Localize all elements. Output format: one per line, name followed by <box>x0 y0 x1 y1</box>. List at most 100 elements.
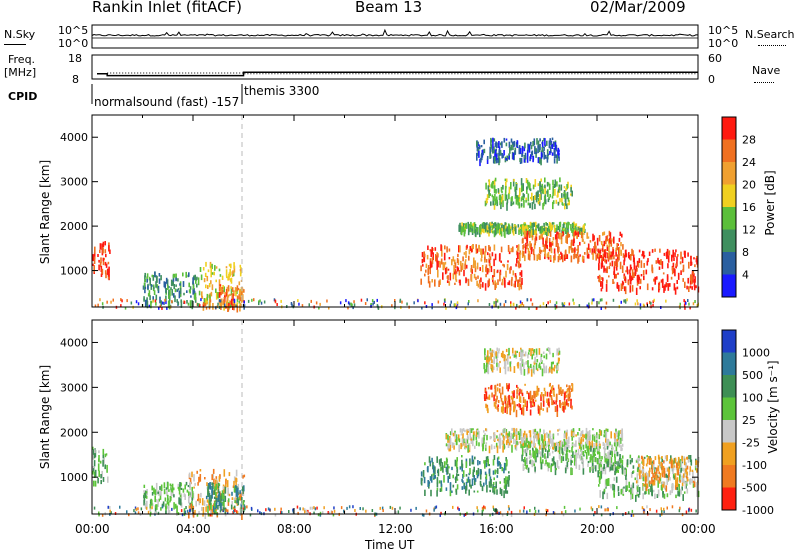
velocity-cell <box>223 469 226 477</box>
velocity-cell <box>523 440 526 446</box>
velocity-cell <box>516 440 518 445</box>
velocity-cell <box>593 513 595 517</box>
velocity-cell <box>523 362 525 370</box>
velocity-cell <box>546 391 549 397</box>
velocity-cell <box>501 513 504 517</box>
power-cell <box>444 261 447 265</box>
power-cell <box>106 268 109 275</box>
power-cell <box>539 138 541 142</box>
velocity-cell <box>223 490 226 498</box>
velocity-cell <box>636 486 639 491</box>
power-cell <box>274 299 277 303</box>
power-cell <box>174 288 177 293</box>
velocity-cell <box>472 472 474 478</box>
power-cell <box>196 283 198 288</box>
velocity-cell <box>503 490 505 499</box>
velocity-cell <box>563 446 566 452</box>
power-cell <box>120 298 122 302</box>
power-cell <box>215 291 218 300</box>
velocity-cell <box>221 490 224 496</box>
velocity-cell <box>660 461 662 467</box>
velocity-cell <box>292 508 294 512</box>
power-cell <box>533 138 536 146</box>
power-cell <box>519 300 522 304</box>
velocity-cell <box>496 435 498 439</box>
velocity-cell <box>553 402 555 405</box>
power-cell <box>225 269 228 277</box>
velocity-cell <box>525 442 527 448</box>
velocity-cell <box>607 440 610 447</box>
power-cell <box>679 302 681 306</box>
power-cell <box>540 152 543 159</box>
velocity-cell <box>520 430 523 437</box>
velocity-cell <box>161 505 164 509</box>
velocity-cell <box>151 485 153 491</box>
power-cell <box>104 270 107 275</box>
velocity-cell <box>153 487 155 494</box>
power-cell <box>124 306 127 310</box>
power-cell <box>438 280 440 287</box>
velocity-cell <box>133 509 135 513</box>
velocity-cell <box>201 506 203 511</box>
power-cell <box>526 245 528 250</box>
velocity-cell <box>587 433 590 440</box>
power-cell <box>615 250 617 257</box>
velocity-cell <box>504 355 506 358</box>
velocity-cell <box>499 367 501 373</box>
power-cell <box>509 228 512 234</box>
power-colorbar-tick-label: 16 <box>742 201 756 214</box>
power-cell <box>210 280 212 285</box>
velocity-cell <box>646 455 648 458</box>
velocity-cell <box>527 352 530 355</box>
beam-title: Beam 13 <box>355 0 423 16</box>
velocity-cell <box>422 470 425 478</box>
velocity-cell <box>604 456 606 463</box>
velocity-cell <box>543 429 545 435</box>
velocity-cell <box>566 399 568 406</box>
velocity-cell <box>656 494 659 498</box>
velocity-cell <box>551 398 553 406</box>
velocity-cell <box>545 513 547 517</box>
power-cell <box>496 269 499 273</box>
power-cell <box>147 285 149 290</box>
velocity-cell <box>598 449 600 454</box>
velocity-cell <box>601 467 603 475</box>
velocity-cell <box>552 352 554 358</box>
power-cell <box>503 229 506 237</box>
velocity-cell <box>213 478 215 484</box>
velocity-cell <box>542 408 544 411</box>
velocity-cell <box>550 361 553 370</box>
power-cell <box>688 261 690 269</box>
velocity-cell <box>221 493 224 499</box>
power-cell <box>155 294 158 301</box>
power-cells <box>92 137 700 313</box>
power-cell <box>236 285 239 292</box>
power-cell <box>605 283 608 292</box>
velocity-cell <box>604 508 606 512</box>
velocity-cell <box>236 500 238 504</box>
velocity-colorbar-tick-label: -100 <box>742 459 767 472</box>
velocity-cell <box>609 452 612 455</box>
velocity-cell <box>452 505 454 509</box>
power-cell <box>101 268 104 275</box>
power-cell <box>437 300 440 304</box>
velocity-cell <box>453 445 455 450</box>
cpid-label: CPID <box>8 90 38 103</box>
velocity-cell <box>514 445 517 448</box>
power-cell <box>607 252 610 257</box>
power-cell <box>617 243 619 246</box>
velocity-cell <box>613 489 615 496</box>
power-cell <box>376 298 378 302</box>
power-cell <box>434 247 437 251</box>
velocity-cell <box>569 398 571 401</box>
velocity-cell <box>567 403 570 407</box>
power-cell <box>608 243 611 248</box>
power-cell <box>552 179 554 186</box>
power-cell <box>524 142 526 149</box>
power-cell <box>537 183 540 187</box>
velocity-cell <box>467 476 470 483</box>
velocity-cell <box>197 498 199 501</box>
power-cell <box>431 262 433 268</box>
power-cell <box>608 275 610 278</box>
power-cell <box>680 270 682 275</box>
